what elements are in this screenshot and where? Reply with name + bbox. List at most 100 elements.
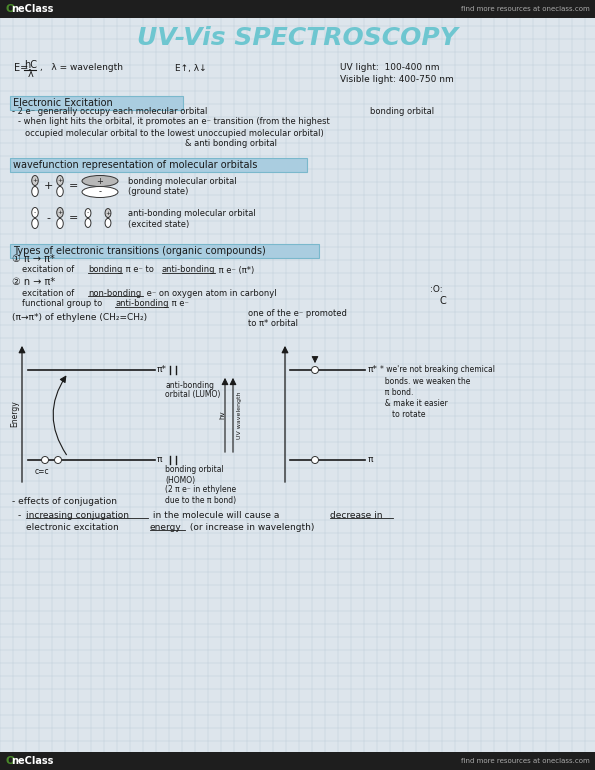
Text: E↑, λ↓: E↑, λ↓	[175, 63, 206, 72]
Text: excitation of: excitation of	[22, 289, 77, 297]
Text: anti-bonding: anti-bonding	[115, 300, 168, 309]
Text: +: +	[32, 178, 37, 183]
Ellipse shape	[32, 219, 38, 229]
Text: one of the e⁻ promoted: one of the e⁻ promoted	[248, 309, 347, 317]
Circle shape	[312, 367, 318, 373]
Ellipse shape	[57, 219, 63, 229]
Circle shape	[42, 457, 49, 464]
Text: -: -	[87, 210, 89, 216]
Circle shape	[312, 457, 318, 464]
Bar	[0, 752, 595, 770]
Text: π: π	[157, 456, 162, 464]
Circle shape	[55, 457, 61, 464]
Text: (HOMO): (HOMO)	[165, 476, 195, 484]
Text: electronic excitation: electronic excitation	[26, 523, 121, 531]
FancyBboxPatch shape	[10, 243, 318, 257]
Text: to rotate: to rotate	[392, 410, 425, 419]
Text: hC: hC	[24, 60, 37, 70]
Text: & anti bonding orbital: & anti bonding orbital	[185, 139, 277, 149]
Text: find more resources at oneclass.com: find more resources at oneclass.com	[461, 6, 590, 12]
Ellipse shape	[85, 209, 91, 218]
Text: E=: E=	[14, 63, 28, 73]
Text: functional group to: functional group to	[22, 300, 105, 309]
Ellipse shape	[57, 207, 63, 217]
Text: π bond.: π bond.	[380, 388, 414, 397]
Text: energy: energy	[150, 523, 181, 531]
Text: non-bonding: non-bonding	[88, 289, 141, 297]
Text: π e⁻ (π*): π e⁻ (π*)	[216, 266, 254, 274]
Text: neClass: neClass	[11, 756, 54, 766]
Text: find more resources at oneclass.com: find more resources at oneclass.com	[461, 758, 590, 764]
Text: :O:: :O:	[430, 286, 443, 294]
Text: +: +	[57, 178, 62, 183]
Text: increasing conjugation: increasing conjugation	[26, 511, 129, 520]
Text: * we're not breaking chemical: * we're not breaking chemical	[380, 365, 495, 374]
Text: c=c: c=c	[35, 467, 49, 477]
Ellipse shape	[82, 176, 118, 186]
Text: C: C	[439, 296, 446, 306]
Text: Types of electronic transitions (organic compounds): Types of electronic transitions (organic…	[13, 246, 266, 256]
Text: bonds. we weaken the: bonds. we weaken the	[380, 377, 471, 386]
Text: π e⁻: π e⁻	[169, 300, 189, 309]
Text: Visible light: 400-750 nm: Visible light: 400-750 nm	[340, 75, 454, 83]
Text: ,   λ = wavelength: , λ = wavelength	[40, 63, 123, 72]
Text: UV wavelength: UV wavelength	[236, 391, 242, 439]
Text: O: O	[5, 4, 14, 14]
Text: neClass: neClass	[11, 4, 54, 14]
Text: UV light:  100-400 nm: UV light: 100-400 nm	[340, 62, 440, 72]
Ellipse shape	[105, 219, 111, 227]
Text: π: π	[368, 456, 374, 464]
Text: due to the π bond): due to the π bond)	[165, 496, 236, 504]
Text: (ground state): (ground state)	[128, 188, 189, 196]
Ellipse shape	[82, 186, 118, 197]
Text: +: +	[105, 210, 111, 216]
Text: (excited state): (excited state)	[128, 219, 189, 229]
Text: to π* orbital: to π* orbital	[248, 320, 298, 329]
Text: in the molecule will cause a: in the molecule will cause a	[150, 511, 282, 520]
Ellipse shape	[85, 219, 91, 227]
Text: =: =	[68, 181, 78, 191]
Ellipse shape	[32, 176, 38, 186]
Text: (or increase in wavelength): (or increase in wavelength)	[187, 523, 314, 531]
Ellipse shape	[57, 176, 63, 186]
Text: ① π → π*: ① π → π*	[12, 254, 55, 264]
Text: anti-bonding: anti-bonding	[165, 380, 214, 390]
Text: =: =	[68, 213, 78, 223]
Text: π*: π*	[368, 366, 378, 374]
Text: -: -	[99, 188, 102, 196]
Text: - effects of conjugation: - effects of conjugation	[12, 497, 117, 507]
Text: O: O	[5, 756, 14, 766]
Text: excitation of: excitation of	[22, 266, 77, 274]
Text: (π→π*) of ethylene (CH₂=CH₂): (π→π*) of ethylene (CH₂=CH₂)	[12, 313, 147, 323]
Text: bonding orbital: bonding orbital	[370, 106, 434, 115]
Text: - 2 e⁻ generally occupy each molecular orbital: - 2 e⁻ generally occupy each molecular o…	[12, 106, 208, 115]
Text: decrease in: decrease in	[330, 511, 383, 520]
Text: orbital (LUMO): orbital (LUMO)	[165, 390, 220, 400]
Ellipse shape	[32, 186, 38, 196]
FancyBboxPatch shape	[10, 158, 306, 172]
Bar	[0, 0, 595, 18]
Text: -: -	[34, 210, 36, 215]
Text: +: +	[96, 176, 104, 186]
Text: +: +	[43, 181, 53, 191]
Ellipse shape	[105, 209, 111, 218]
Text: anti-bonding molecular orbital: anti-bonding molecular orbital	[128, 209, 256, 217]
Text: π e⁻ to: π e⁻ to	[123, 266, 156, 274]
Text: +: +	[57, 210, 62, 215]
Text: occupied molecular orbital to the lowest unoccupied molecular orbital): occupied molecular orbital to the lowest…	[25, 129, 324, 138]
Text: bonding: bonding	[88, 266, 123, 274]
Ellipse shape	[32, 207, 38, 217]
FancyBboxPatch shape	[10, 95, 183, 109]
Text: ② n → π*: ② n → π*	[12, 277, 55, 287]
Text: (2 π e⁻ in ethylene: (2 π e⁻ in ethylene	[165, 486, 236, 494]
Text: Energy: Energy	[11, 400, 20, 427]
Text: UV-Vis SPECTROSCOPY: UV-Vis SPECTROSCOPY	[137, 26, 458, 50]
Text: & make it easier: & make it easier	[380, 399, 448, 408]
Text: anti-bonding: anti-bonding	[162, 266, 215, 274]
Text: wavefunction representation of molecular orbitals: wavefunction representation of molecular…	[13, 160, 258, 170]
Text: -: -	[46, 213, 50, 223]
Text: π*: π*	[157, 366, 167, 374]
Text: Electronic Excitation: Electronic Excitation	[13, 98, 112, 108]
Text: λ: λ	[28, 69, 34, 79]
Text: -: -	[18, 511, 24, 520]
